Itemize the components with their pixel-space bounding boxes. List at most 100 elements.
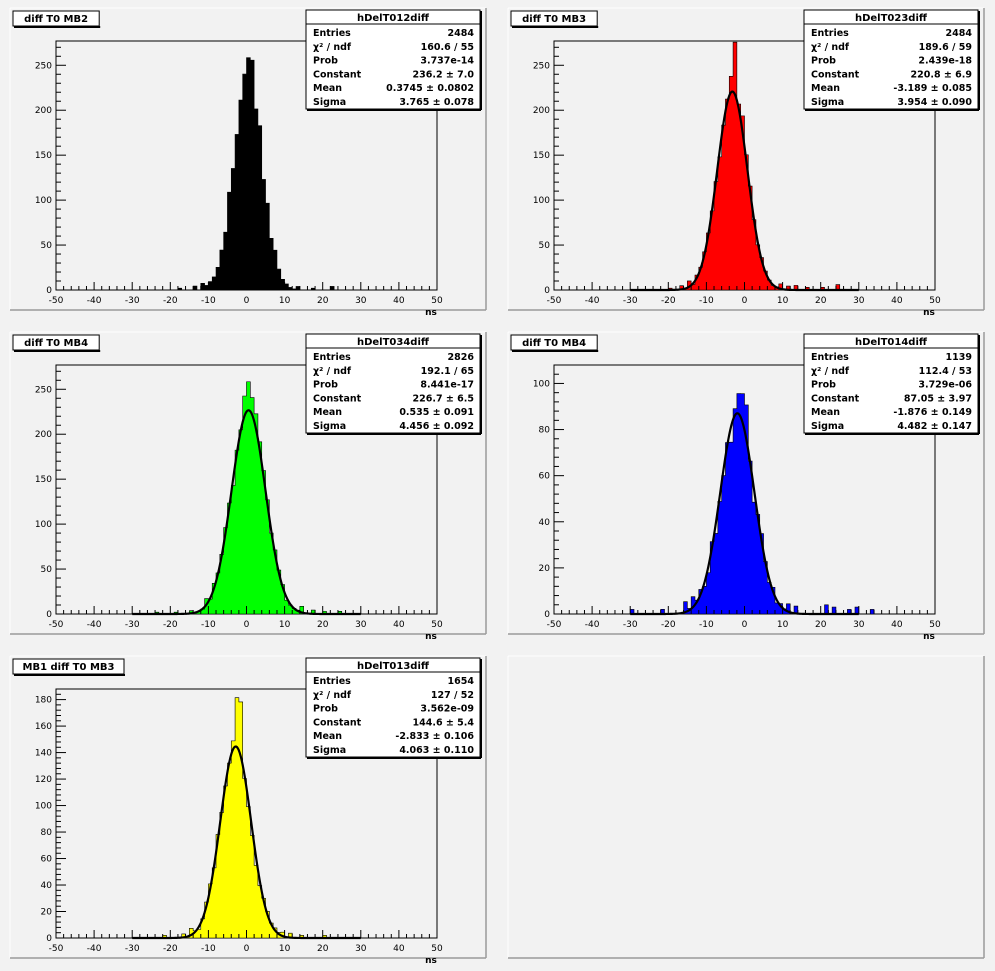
y-tick-label: 80	[41, 828, 53, 838]
x-tick-label: 30	[853, 620, 865, 630]
x-tick-label: -10	[201, 944, 216, 954]
x-tick-label: 50	[929, 296, 941, 306]
y-tick-label: 50	[41, 565, 53, 575]
x-tick-label: 0	[244, 296, 250, 306]
stats-value: -1.876 ± 0.149	[893, 407, 972, 418]
x-tick-label: -50	[547, 620, 562, 630]
x-tick-label: -30	[125, 620, 140, 630]
stats-label: Entries	[313, 676, 351, 687]
stats-value: 2484	[448, 28, 475, 39]
x-tick-label: -50	[547, 296, 562, 306]
stats-label: Constant	[313, 69, 362, 80]
y-tick-label: 20	[41, 908, 53, 918]
y-tick-label: 200	[533, 106, 550, 116]
y-tick-label: 140	[35, 749, 52, 759]
x-tick-label: -30	[623, 620, 638, 630]
stats-hist-name: hDelT014diff	[855, 337, 928, 348]
y-tick-label: 40	[539, 518, 551, 528]
stats-label: Mean	[313, 731, 342, 742]
histogram-pad-1: -50 -40 -30 -20 -10 0 10 20 30 40 50 ns 0 50 100 150 200…	[9, 7, 487, 318]
x-tick-label: 10	[279, 620, 291, 630]
x-tick-label: 20	[815, 296, 827, 306]
x-tick-label: -10	[699, 620, 714, 630]
x-tick-label: 0	[244, 944, 250, 954]
x-tick-label: 30	[853, 296, 865, 306]
stats-label: χ² / ndf	[811, 366, 850, 377]
x-tick-label: -10	[699, 296, 714, 306]
stats-value: 4.456 ± 0.092	[399, 421, 474, 432]
x-axis-label: ns	[923, 632, 935, 642]
stats-label: χ² / ndf	[313, 690, 352, 701]
x-tick-label: 30	[355, 944, 367, 954]
stats-value: 192.1 / 65	[421, 366, 474, 377]
y-tick-label: 100	[35, 520, 52, 530]
y-tick-label: 100	[533, 379, 550, 389]
stats-value: 3.954 ± 0.090	[897, 97, 972, 108]
y-tick-label: 120	[35, 775, 52, 785]
stats-hist-name: hDelT034diff	[357, 337, 430, 348]
stats-hist-name: hDelT023diff	[855, 13, 928, 24]
stats-label: Constant	[313, 393, 362, 404]
x-tick-label: -20	[163, 620, 178, 630]
x-tick-label: -20	[163, 296, 178, 306]
stats-hist-name: hDelT012diff	[357, 13, 430, 24]
y-tick-label: 80	[539, 426, 551, 436]
stats-box	[803, 9, 979, 110]
stats-label: Prob	[313, 380, 338, 391]
stats-value: 127 / 52	[431, 690, 474, 701]
stats-label: Mean	[313, 83, 342, 94]
pad-background	[508, 656, 984, 958]
x-tick-label: -40	[87, 944, 102, 954]
stats-value: 1654	[448, 676, 475, 687]
stats-box	[305, 657, 481, 758]
y-tick-label: 100	[35, 196, 52, 206]
stats-value: -3.189 ± 0.085	[893, 83, 972, 94]
stats-label: Entries	[313, 352, 351, 363]
stats-value: 2.439e-18	[918, 56, 972, 67]
x-tick-label: 0	[742, 296, 748, 306]
x-tick-label: 20	[317, 944, 329, 954]
y-tick-label: 60	[41, 855, 53, 865]
stats-value: 220.8 ± 6.9	[911, 69, 972, 80]
stats-value: 236.2 ± 7.0	[413, 69, 475, 80]
y-tick-label: 150	[35, 475, 52, 485]
pad-title: diff T0 MB4	[24, 338, 88, 349]
stats-hist-name: hDelT013diff	[357, 661, 430, 672]
x-tick-label: 30	[355, 620, 367, 630]
stats-value: 112.4 / 53	[919, 366, 972, 377]
x-tick-label: 50	[431, 620, 443, 630]
empty-pad	[507, 655, 985, 959]
x-tick-label: 50	[431, 296, 443, 306]
x-tick-label: -20	[163, 944, 178, 954]
stats-label: Sigma	[811, 421, 844, 432]
x-tick-label: 0	[742, 620, 748, 630]
stats-label: Sigma	[313, 97, 346, 108]
stats-value: 87.05 ± 3.97	[904, 393, 972, 404]
stats-label: Entries	[811, 28, 849, 39]
stats-label: Sigma	[313, 421, 346, 432]
y-tick-label: 200	[35, 106, 52, 116]
y-tick-label: 100	[35, 802, 52, 812]
x-tick-label: -20	[661, 620, 676, 630]
histogram-bars	[56, 57, 437, 291]
stats-box	[305, 333, 481, 434]
stats-value: -2.833 ± 0.106	[395, 731, 474, 742]
pad-title: diff T0 MB2	[24, 14, 88, 25]
histogram-pad-3: -50 -40 -30 -20 -10 0 10 20 30 40 50 ns 0 50 100 150 200…	[9, 331, 487, 642]
x-tick-label: -40	[87, 296, 102, 306]
x-axis-label: ns	[425, 956, 437, 966]
stats-label: Prob	[811, 56, 836, 67]
stats-label: χ² / ndf	[811, 42, 850, 53]
y-tick-label: 250	[35, 385, 52, 395]
x-tick-label: 50	[929, 620, 941, 630]
x-tick-label: 40	[393, 296, 405, 306]
x-axis-label: ns	[425, 308, 437, 318]
x-tick-label: 40	[891, 296, 903, 306]
stats-label: Entries	[313, 28, 351, 39]
y-tick-label: 50	[41, 241, 53, 251]
stats-label: Sigma	[313, 745, 346, 756]
x-tick-label: 20	[317, 620, 329, 630]
histogram-pad-2: -50 -40 -30 -20 -10 0 10 20 30 40 50 ns 0 50 100 150 200…	[507, 7, 985, 318]
stats-label: χ² / ndf	[313, 42, 352, 53]
